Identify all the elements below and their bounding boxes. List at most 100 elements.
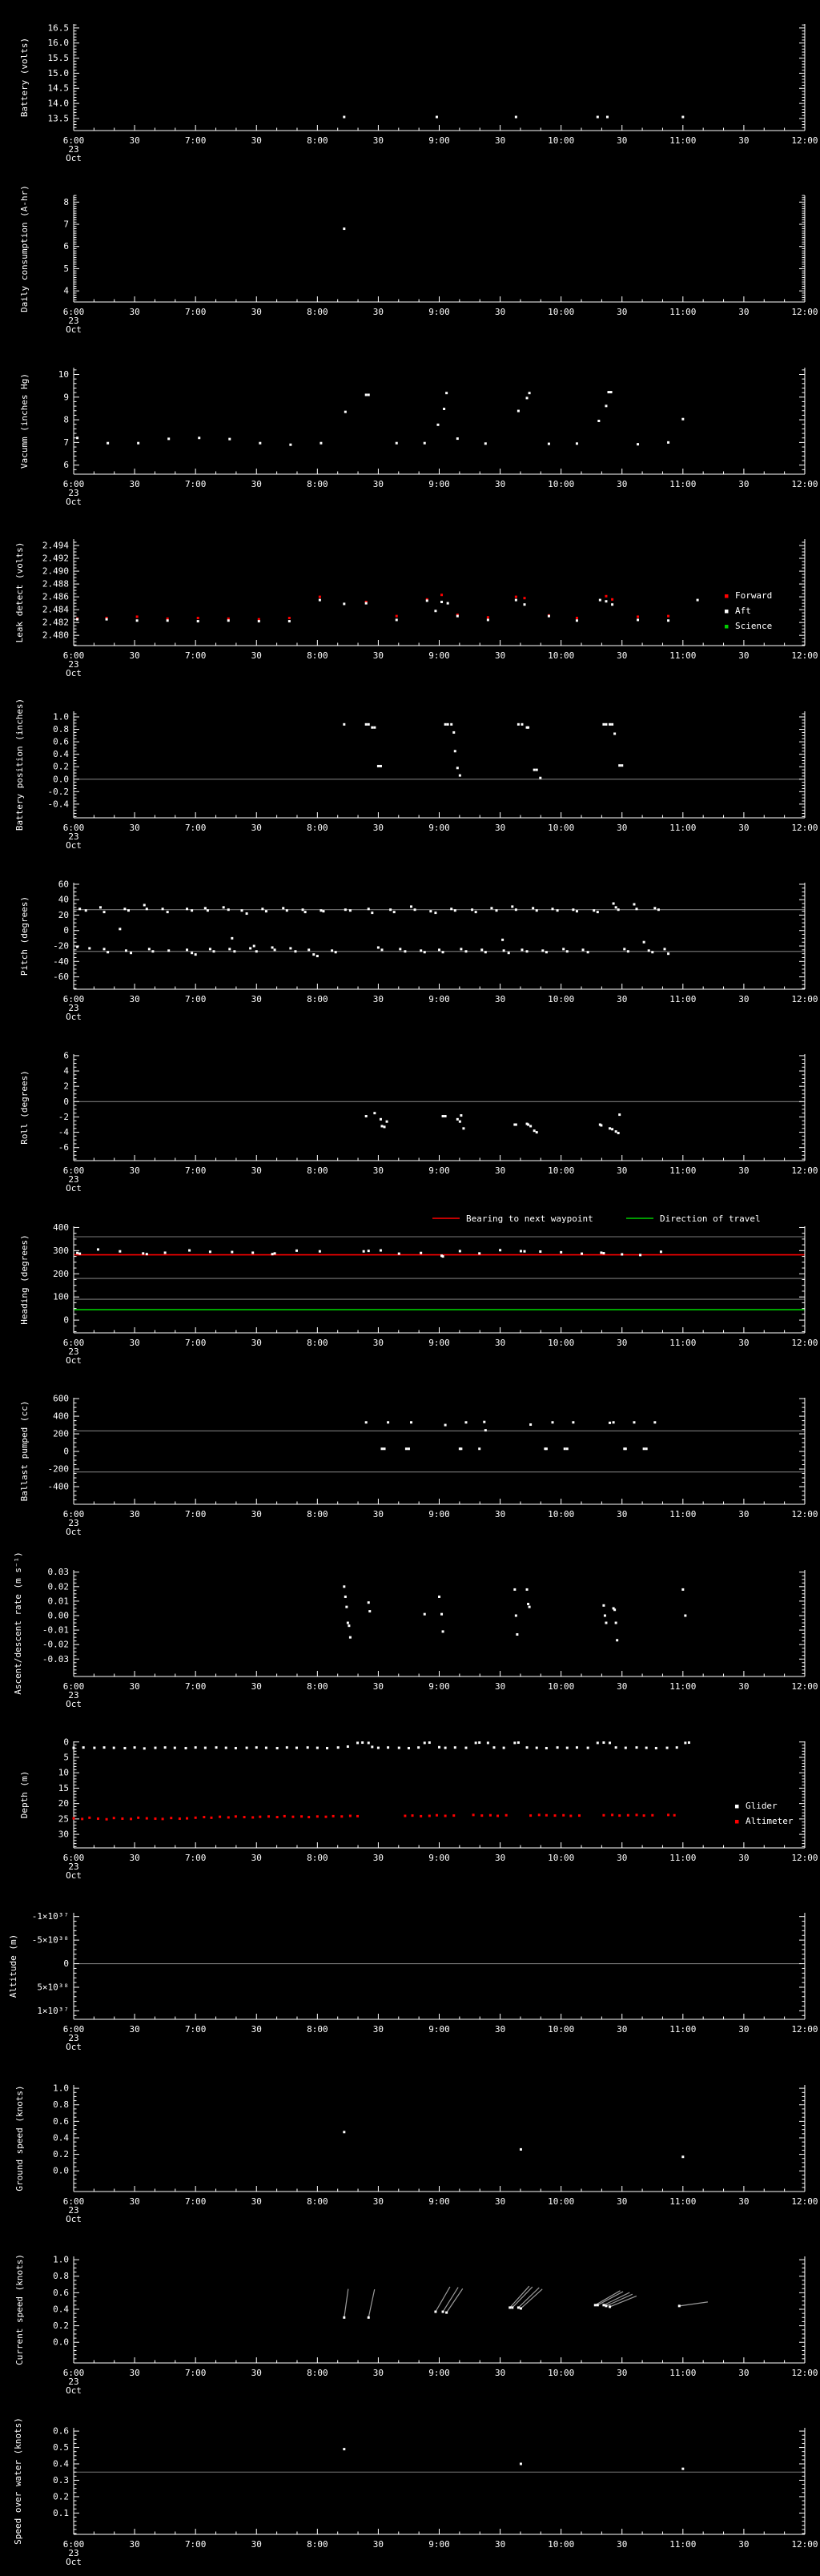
data-point — [617, 1132, 620, 1135]
series-daily-consumption — [343, 227, 346, 231]
data-point — [303, 911, 307, 914]
data-point — [161, 908, 164, 911]
xtick-label: 9:00 — [428, 2024, 449, 2035]
vacuum-ylabel: Vacumm (inches Hg) — [19, 373, 30, 469]
xtick-label: 8:00 — [307, 2368, 328, 2378]
depth-ylabel: Depth (m) — [19, 1771, 30, 1819]
xtick-label: 30 — [617, 823, 627, 833]
data-point — [367, 908, 370, 911]
data-point — [234, 1815, 237, 1818]
data-point — [460, 1447, 463, 1451]
xtick-label: 10:00 — [548, 994, 574, 1004]
xtick-label: 10:00 — [548, 650, 574, 661]
axes: -400 -200 0 200 400 600 — [48, 1394, 806, 1505]
date-month: Oct — [66, 2557, 82, 2567]
xtick-label: 11:00 — [669, 650, 696, 661]
xtick-label: 9:00 — [428, 994, 449, 1004]
data-point — [613, 1608, 617, 1611]
xtick-label: 30 — [251, 135, 262, 146]
data-point — [575, 910, 578, 913]
data-point — [380, 1447, 384, 1451]
xtick-label: 11:00 — [669, 1853, 696, 1863]
data-point — [502, 949, 505, 952]
series-speed-over-water — [343, 2448, 685, 2471]
xtick-label: 9:00 — [428, 135, 449, 146]
xtick-label: 30 — [738, 823, 749, 833]
data-point — [605, 722, 608, 726]
data-point — [163, 1746, 167, 1749]
data-point — [295, 1249, 298, 1252]
data-point — [367, 1600, 370, 1604]
data-point — [681, 2155, 685, 2158]
data-point — [364, 722, 368, 726]
battery-ylabel: Battery (volts) — [19, 38, 30, 117]
data-point — [343, 2130, 346, 2133]
data-point — [289, 443, 292, 446]
xtick-label: 12:00 — [791, 650, 818, 661]
data-point — [343, 1584, 346, 1588]
data-point — [657, 908, 660, 912]
data-point — [191, 952, 194, 955]
data-point — [553, 1814, 557, 1817]
data-point — [675, 1746, 678, 1749]
data-point — [222, 906, 225, 909]
data-point — [611, 1128, 614, 1131]
data-point — [681, 417, 685, 421]
data-point — [318, 595, 321, 598]
data-point — [456, 614, 459, 617]
data-point — [611, 1813, 614, 1817]
data-point — [344, 1595, 347, 1598]
legend-label: Altimeter — [746, 1816, 794, 1826]
xtick-label: 30 — [251, 823, 262, 833]
leak-detect-ytick: 2.490 — [42, 566, 69, 577]
data-point — [343, 115, 346, 119]
data-point — [163, 1251, 167, 1254]
data-point — [423, 951, 426, 954]
date-month: Oct — [66, 2214, 82, 2224]
data-point — [166, 619, 169, 622]
data-point — [456, 766, 459, 769]
xtick-label: 7:00 — [185, 2024, 206, 2035]
data-point — [593, 2304, 597, 2307]
roll-ytick: -2 — [58, 1112, 69, 1122]
xtick-label: 7:00 — [185, 2368, 206, 2378]
data-point — [440, 601, 444, 604]
xtick-label: 30 — [373, 1509, 384, 1519]
data-point — [228, 948, 231, 951]
data-point — [379, 764, 382, 767]
data-point — [486, 1741, 489, 1745]
data-point — [527, 1602, 530, 1605]
data-point — [458, 1250, 461, 1253]
data-point — [78, 908, 82, 911]
axes: 6 7 8 9 10 — [58, 367, 806, 475]
altitude-ytick: -1×10³⁷ — [32, 1912, 69, 1922]
speed-over-water-ytick: 0.2 — [53, 2492, 69, 2502]
data-point — [545, 1447, 548, 1451]
data-point — [458, 1121, 461, 1124]
data-point — [198, 436, 201, 439]
battery-ytick: 15.5 — [48, 53, 69, 63]
data-point — [259, 441, 262, 445]
xtick-label: 8:00 — [307, 1509, 328, 1519]
legend-label: Science — [735, 621, 772, 631]
data-point — [527, 1123, 530, 1126]
data-point — [446, 722, 449, 726]
altitude-ytick: 5×10³⁸ — [37, 1982, 69, 1993]
data-point — [544, 1447, 547, 1451]
data-point — [517, 1741, 520, 1744]
data-point — [76, 618, 79, 621]
data-point — [436, 423, 440, 426]
depth-ytick: 20 — [58, 1798, 69, 1809]
leak-detect-ytick: 2.494 — [42, 541, 69, 551]
xtick-label: 10:00 — [548, 2539, 574, 2550]
data-point — [367, 722, 370, 726]
xtick-label: 30 — [373, 135, 384, 146]
panel-leak-detect: 2.480 2.482 2.484 2.486 2.488 2.490 2.492 2.494… — [0, 515, 820, 686]
xtick-label: 30 — [617, 650, 627, 661]
xtick-label: 30 — [495, 1338, 505, 1348]
data-point — [429, 910, 432, 913]
xtick-label: 11:00 — [669, 1509, 696, 1519]
